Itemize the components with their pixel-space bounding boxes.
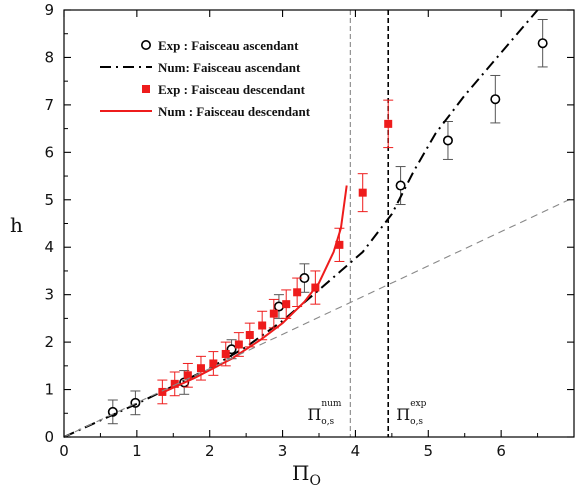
y-tick-label: 2	[44, 333, 54, 351]
series-1	[107, 18, 548, 425]
series-4	[158, 185, 348, 396]
series-line-2	[63, 9, 539, 438]
series-3	[157, 99, 394, 405]
x-tick-label: 2	[205, 442, 215, 460]
legend-label: Num: Faisceau ascendant	[158, 60, 301, 75]
y-axis-label: h	[10, 213, 23, 237]
data-point	[183, 371, 192, 380]
data-point	[269, 309, 278, 318]
threshold-sup-1: num	[321, 399, 342, 409]
data-point	[209, 359, 218, 368]
y-tick-label: 8	[44, 48, 54, 66]
data-point	[293, 288, 302, 297]
series-group	[63, 9, 575, 438]
legend: Exp : Faisceau ascendant Num: Faisceau as…	[100, 38, 311, 119]
x-tick-label: 5	[424, 442, 434, 460]
x-axis-label: ΠO	[292, 461, 321, 489]
x-axis-label-main: Π	[292, 461, 309, 485]
data-point	[196, 364, 205, 373]
x-tick-label: 4	[351, 442, 361, 460]
x-tick-label: 6	[496, 442, 506, 460]
data-point	[384, 119, 393, 128]
data-point	[273, 301, 284, 312]
y-tick-label: 1	[44, 381, 54, 399]
series-line-5	[63, 196, 575, 438]
legend-swatch	[141, 39, 152, 50]
data-point	[234, 340, 243, 349]
y-tick-label: 7	[44, 96, 54, 114]
data-point	[282, 300, 291, 309]
y-tick-label: 5	[44, 191, 54, 209]
data-point	[358, 188, 367, 197]
threshold-sup-2: exp	[410, 399, 426, 409]
series-line-4	[158, 185, 348, 396]
legend-label: Exp : Faisceau descendant	[158, 82, 306, 97]
data-point	[537, 38, 548, 49]
data-point	[221, 349, 230, 358]
legend-item-2: Num: Faisceau ascendant	[100, 60, 301, 75]
legend-item-3: Exp : Faisceau descendant	[142, 82, 306, 97]
legend-item-4: Num : Faisceau descendant	[100, 104, 311, 119]
data-point	[442, 135, 453, 146]
threshold-label-2: Πo,s	[396, 405, 423, 427]
y-tick-label: 9	[44, 1, 54, 19]
plot-frame	[63, 9, 575, 438]
legend-label: Num : Faisceau descendant	[158, 104, 311, 119]
x-tick-label: 0	[59, 442, 69, 460]
data-point	[490, 94, 501, 105]
y-tick-label: 3	[44, 286, 54, 304]
legend-swatch	[142, 85, 150, 93]
y-tick-label: 0	[44, 428, 54, 446]
y-tick-label: 4	[44, 238, 54, 256]
data-point	[170, 379, 179, 388]
legend-label: Exp : Faisceau ascendant	[158, 38, 299, 53]
x-tick-label: 3	[278, 442, 288, 460]
data-point	[258, 321, 267, 330]
series-2	[63, 9, 539, 438]
y-tick-label: 6	[44, 143, 54, 161]
series-5	[63, 196, 575, 438]
x-tick-label: 1	[132, 442, 142, 460]
data-point	[335, 240, 344, 249]
threshold-label-1: Πo,s	[307, 405, 334, 427]
data-point	[395, 180, 406, 191]
x-axis-label-sub: O	[309, 473, 320, 489]
legend-item-1: Exp : Faisceau ascendant	[141, 38, 299, 53]
data-point	[245, 330, 254, 339]
axes: 0 1 2 3 4 5 6 0 1 2 3 4 5 6 7 8 9	[44, 1, 575, 460]
